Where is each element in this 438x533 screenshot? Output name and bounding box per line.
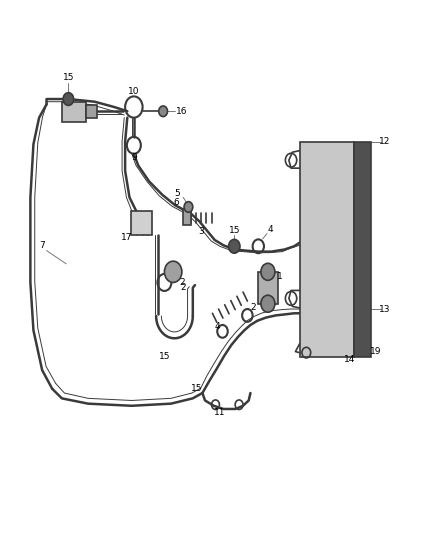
Circle shape	[229, 239, 240, 253]
Text: 1: 1	[277, 272, 283, 280]
Bar	[183, 209, 191, 225]
Text: 4: 4	[268, 225, 273, 234]
Text: 5: 5	[175, 189, 180, 198]
Bar	[131, 211, 152, 235]
Text: 15: 15	[159, 352, 170, 361]
Text: 9: 9	[131, 153, 137, 162]
Circle shape	[184, 201, 193, 212]
Text: 12: 12	[379, 137, 391, 146]
Text: 15: 15	[63, 73, 74, 82]
Bar	[354, 142, 371, 357]
Text: 2: 2	[179, 278, 185, 287]
Text: 10: 10	[128, 86, 140, 95]
Text: 2: 2	[250, 303, 256, 312]
Circle shape	[261, 295, 275, 312]
Text: 14: 14	[344, 355, 356, 364]
Bar	[86, 105, 97, 118]
Text: 7: 7	[39, 241, 45, 250]
Bar	[300, 142, 354, 357]
Text: 13: 13	[379, 304, 391, 313]
Circle shape	[261, 263, 275, 280]
Text: 19: 19	[370, 347, 381, 356]
Text: 17: 17	[121, 233, 132, 242]
Text: 4: 4	[215, 321, 220, 330]
Text: 3: 3	[199, 228, 205, 237]
Bar	[258, 272, 278, 304]
Circle shape	[63, 93, 74, 106]
Text: 15: 15	[229, 226, 240, 235]
Text: 6: 6	[173, 198, 179, 207]
Text: 11: 11	[214, 408, 226, 417]
Text: 15: 15	[191, 384, 202, 393]
Circle shape	[164, 261, 182, 282]
Text: 2: 2	[180, 283, 186, 292]
Bar	[62, 102, 86, 122]
Text: 16: 16	[176, 107, 187, 116]
Circle shape	[159, 106, 167, 117]
